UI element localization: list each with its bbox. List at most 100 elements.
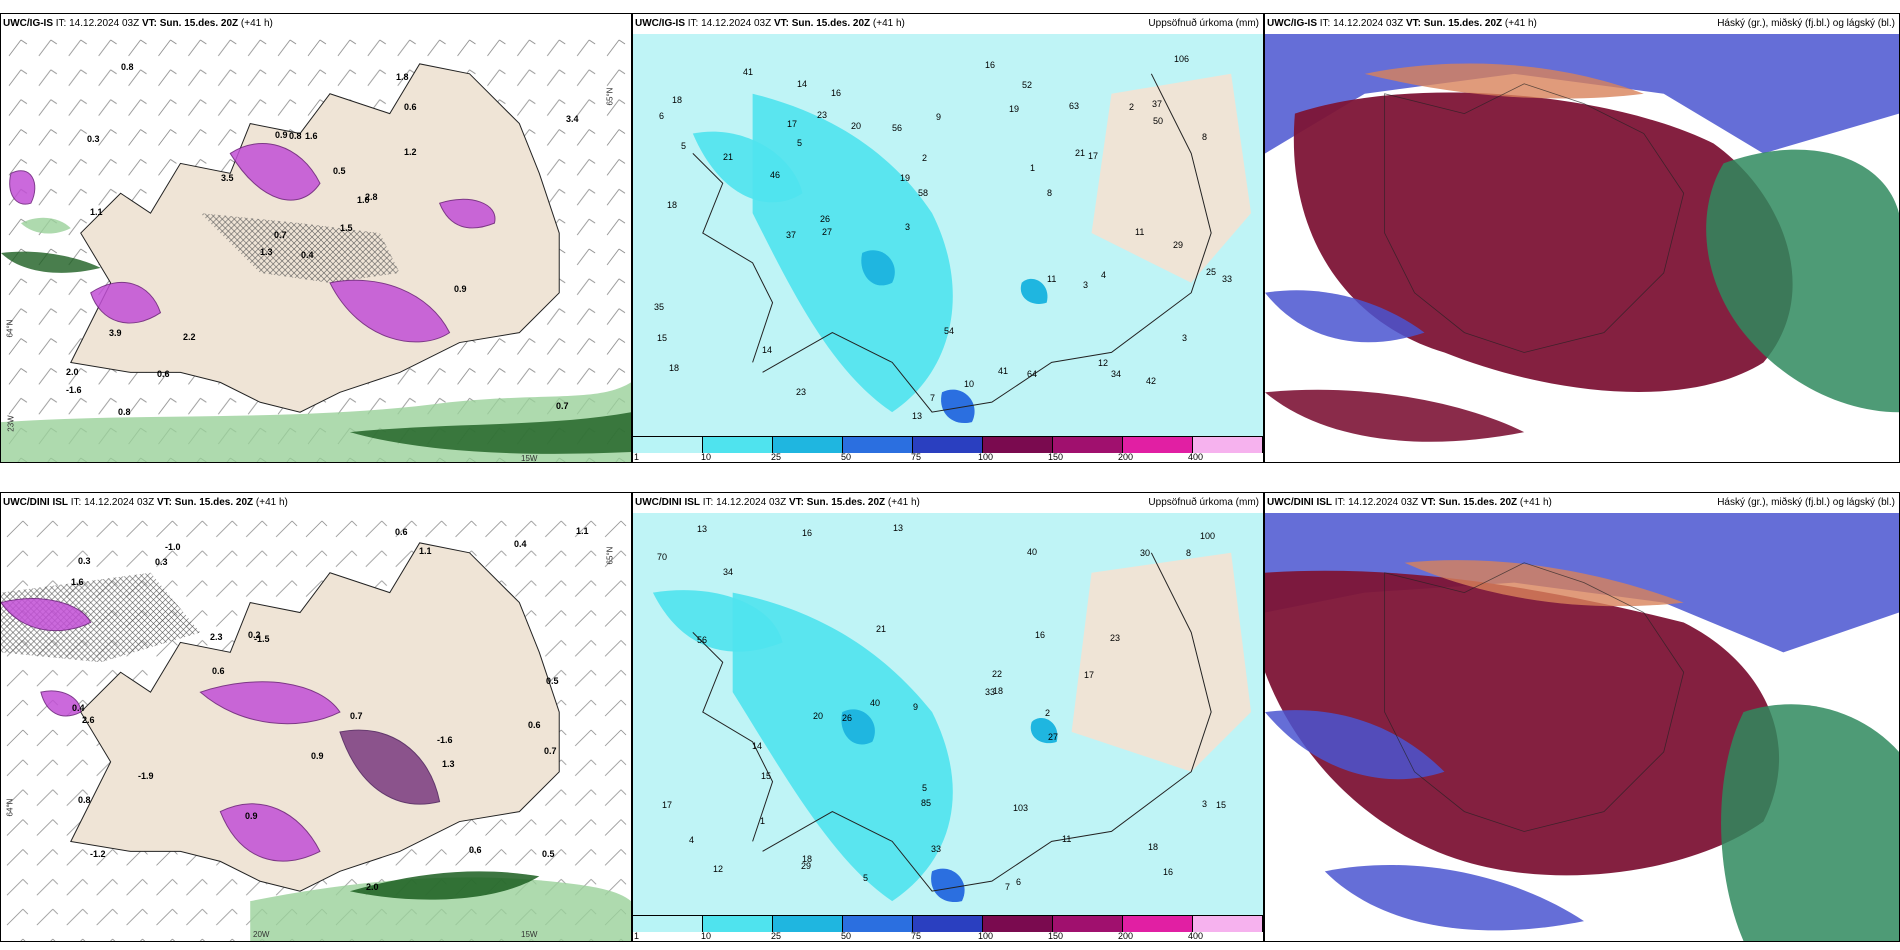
panel-header: UWC/DINI ISL IT: 14.12.2024 03Z VT: Sun.…	[633, 493, 1263, 513]
map-value-label: 0.6	[469, 845, 482, 855]
map-value-label: 34	[723, 567, 734, 577]
map-value-label: 18	[672, 95, 683, 105]
map-value-label: 27	[1048, 732, 1059, 742]
map-value-label: 3.9	[109, 328, 122, 338]
map-value-label: 1.5	[340, 223, 353, 233]
map-value-label: 7	[1005, 882, 1011, 892]
legend-label: 25	[771, 452, 782, 462]
lon-label: 15W	[521, 454, 538, 463]
map-value-label: 3.4	[566, 114, 579, 124]
precipitation-map[interactable]	[633, 513, 1263, 915]
panel-header: UWC/IG-IS IT: 14.12.2024 03Z VT: Sun. 15…	[633, 14, 1263, 34]
map-value-label: -1.5	[254, 634, 270, 644]
map-value-label: 0.7	[350, 711, 363, 721]
legend-label: 1	[634, 931, 640, 941]
legend-label: 25	[771, 931, 782, 941]
map-value-label: 18	[993, 686, 1004, 696]
map-value-label: 50	[1153, 116, 1164, 126]
legend-label: 50	[841, 931, 852, 941]
temperature-wind-map[interactable]	[1, 513, 631, 941]
map-value-label: 21	[723, 152, 734, 162]
temperature-wind-map[interactable]	[1, 34, 631, 462]
map-value-label: 2.3	[210, 632, 223, 642]
map-value-label: 33	[931, 844, 942, 854]
valid-time: Sun. 15.des. 20Z	[159, 18, 239, 29]
map-value-label: 1.6	[71, 577, 84, 587]
map-value-label: 15	[657, 333, 668, 343]
map-value-label: 0.4	[301, 250, 314, 260]
map-value-label: 100	[1200, 531, 1216, 541]
map-value-label: 0.6	[404, 102, 417, 112]
map-value-label: 0.9	[311, 751, 324, 761]
map-value-label: 0.8	[78, 795, 91, 805]
panel-header: UWC/IG-IS IT: 14.12.2024 03Z VT: Sun. 15…	[3, 18, 273, 29]
map-value-label: 27	[822, 227, 833, 237]
field-title: Uppsöfnuð úrkoma (mm)	[1148, 18, 1259, 29]
field-title: Háský (gr.), miðský (fj.bl.) og lágský (…	[1717, 18, 1895, 29]
map-value-label: -1.0	[165, 542, 181, 552]
map-value-label: 10	[964, 379, 975, 389]
map-value-label: 0.9	[454, 284, 467, 294]
valid-time: Sun. 15.des. 20Z	[1438, 497, 1518, 508]
map-value-label: 2.0	[366, 882, 379, 892]
model-name: UWC/DINI ISL	[1267, 497, 1332, 508]
map-value-label: 0.4	[514, 539, 527, 549]
map-value-label: 20	[813, 711, 824, 721]
map-value-label: 0.7	[556, 401, 569, 411]
map-value-label: 1	[1030, 163, 1036, 173]
map-value-label: -1.2	[90, 849, 106, 859]
legend-label: 400	[1188, 452, 1204, 462]
map-value-label: 11	[1047, 274, 1057, 284]
init-time: 14.12.2024 03Z	[84, 497, 155, 508]
field-title: Uppsöfnuð úrkoma (mm)	[1148, 497, 1259, 508]
cloud-cover-map[interactable]	[1265, 513, 1899, 941]
map-value-label: 8	[1202, 132, 1208, 142]
map-value-label: 5	[681, 141, 687, 151]
map-value-label: 34	[1111, 369, 1122, 379]
cloud-cover-map[interactable]	[1265, 34, 1899, 462]
map-value-label: 21	[876, 624, 887, 634]
map-value-label: 17	[662, 800, 673, 810]
map-value-label: 37	[1152, 99, 1163, 109]
map-value-label: 14	[797, 79, 808, 89]
map-value-label: 54	[944, 326, 955, 336]
map-value-label: 16	[1035, 630, 1046, 640]
map-value-label: 3.5	[221, 173, 234, 183]
map-value-label: 1.2	[404, 147, 417, 157]
map-value-label: 56	[892, 123, 903, 133]
map-value-label: 1	[760, 816, 766, 826]
map-value-label: 8	[1047, 188, 1053, 198]
lon-label: 23W	[6, 415, 16, 432]
legend-label: 100	[978, 931, 994, 941]
map-value-label: 0.8	[121, 62, 134, 72]
map-value-label: 23	[817, 110, 828, 120]
precipitation-map[interactable]	[633, 34, 1263, 436]
map-value-label: 20	[851, 121, 862, 131]
map-value-label: 2.6	[82, 715, 95, 725]
map-value-label: 14	[752, 741, 763, 751]
valid-time: Sun. 15.des. 20Z	[791, 18, 871, 29]
legend-label: 10	[701, 931, 712, 941]
map-value-label: -1.6	[437, 735, 453, 745]
map-value-label: 1.8	[396, 72, 409, 82]
map-value-label: 41	[743, 67, 754, 77]
map-value-label: 0.6	[157, 369, 170, 379]
map-value-label: 0.6	[528, 720, 541, 730]
lat-label: 64°N	[5, 798, 15, 817]
map-value-label: 18	[802, 854, 813, 864]
map-value-label: 2	[1045, 708, 1051, 718]
map-value-label: 103	[1013, 803, 1029, 813]
map-value-label: 5	[863, 873, 869, 883]
map-value-label: 0.3	[78, 556, 91, 566]
legend-label: 150	[1048, 452, 1064, 462]
map-value-label: 18	[669, 363, 680, 373]
map-value-label: 5	[797, 138, 803, 148]
map-value-label: 1.0	[357, 195, 370, 205]
map-value-label: 3	[1202, 799, 1208, 809]
legend-label: 50	[841, 452, 852, 462]
map-value-label: 2.0	[66, 367, 79, 377]
panel-dini-temp-map: UWC/DINI ISL IT: 14.12.2024 03Z VT: Sun.…	[0, 492, 632, 942]
map-value-label: 29	[1173, 240, 1184, 250]
map-value-label: 11	[1135, 227, 1145, 237]
init-time: 14.12.2024 03Z	[1348, 497, 1419, 508]
